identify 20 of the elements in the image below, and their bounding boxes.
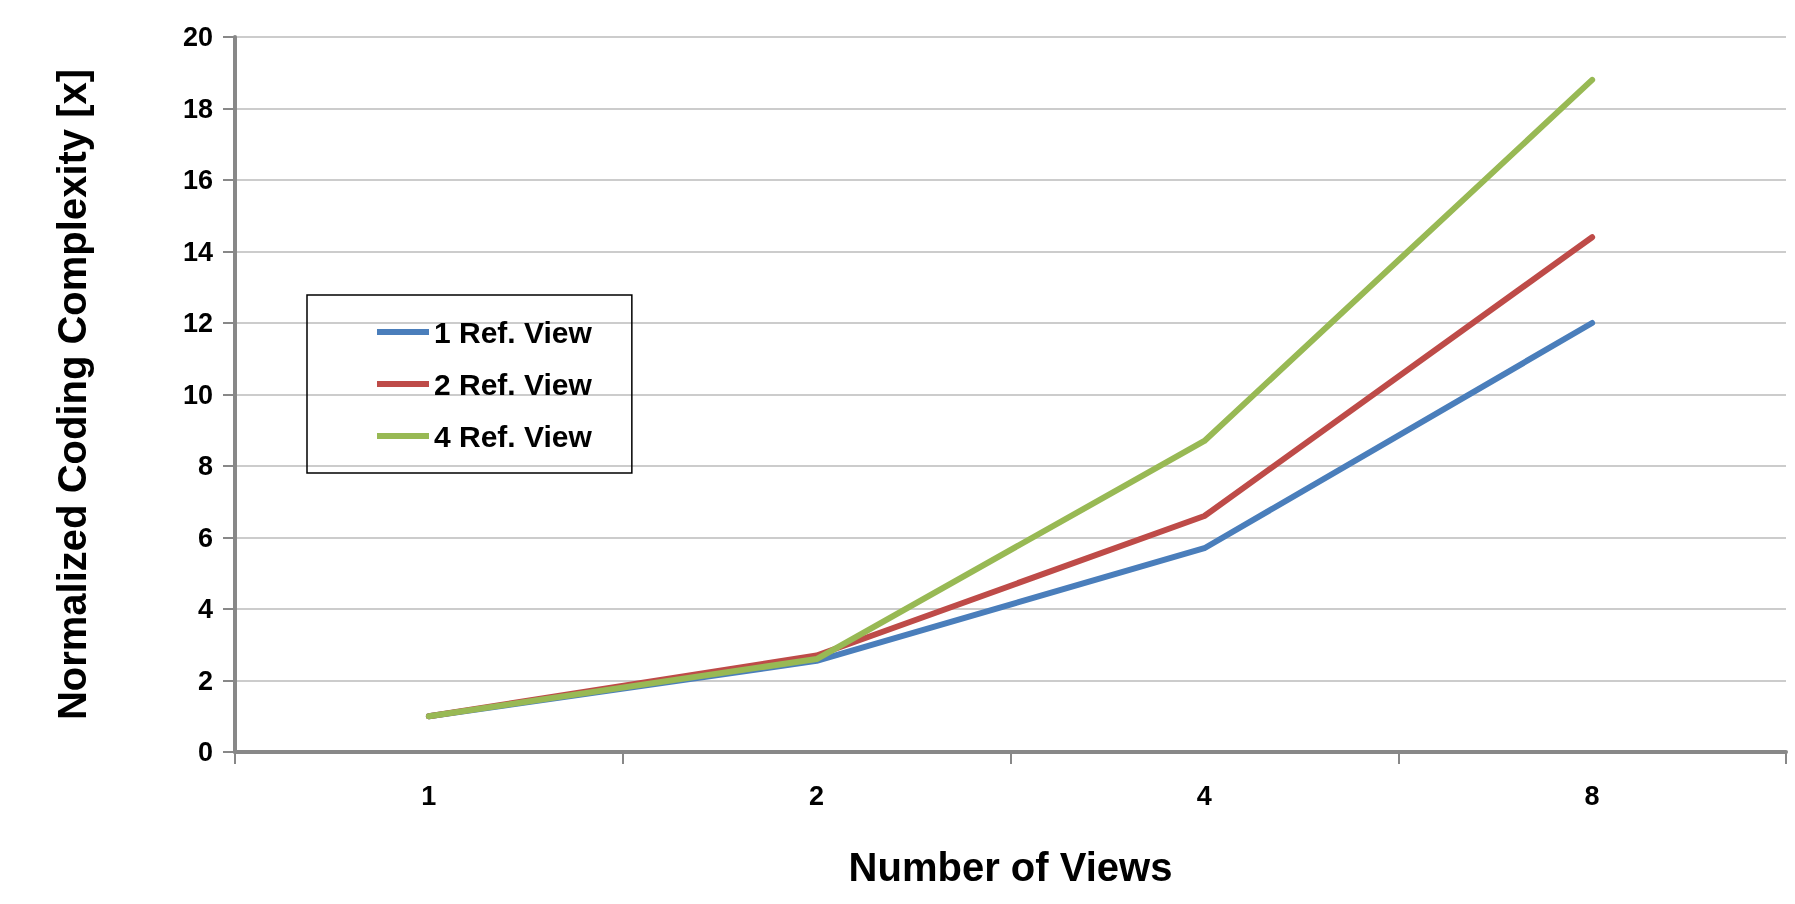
y-tick-label: 10 bbox=[182, 379, 213, 410]
y-tick-label: 0 bbox=[197, 737, 213, 767]
y-tick-label: 8 bbox=[197, 451, 213, 481]
x-tick-label: 2 bbox=[809, 780, 825, 811]
legend-label: 2 Ref. View bbox=[434, 367, 593, 401]
legend-label: 1 Ref. View bbox=[434, 315, 593, 349]
legend-label: 4 Ref. View bbox=[434, 419, 593, 453]
x-axis-title: Number of Views bbox=[848, 845, 1173, 889]
y-axis-title: Normalized Coding Complexity [x] bbox=[50, 68, 94, 721]
y-tick-label: 6 bbox=[197, 522, 213, 553]
y-tick-label: 2 bbox=[197, 665, 213, 696]
y-tick-label: 14 bbox=[182, 236, 213, 267]
x-tick-label: 1 bbox=[421, 780, 437, 811]
y-tick-label: 18 bbox=[182, 93, 213, 124]
y-tick-label: 12 bbox=[182, 308, 213, 338]
x-tick-label: 4 bbox=[1196, 780, 1212, 811]
y-tick-label: 4 bbox=[197, 594, 213, 624]
y-tick-label: 16 bbox=[182, 165, 213, 195]
x-tick-label: 8 bbox=[1584, 780, 1600, 811]
y-tick-label: 20 bbox=[182, 22, 213, 52]
